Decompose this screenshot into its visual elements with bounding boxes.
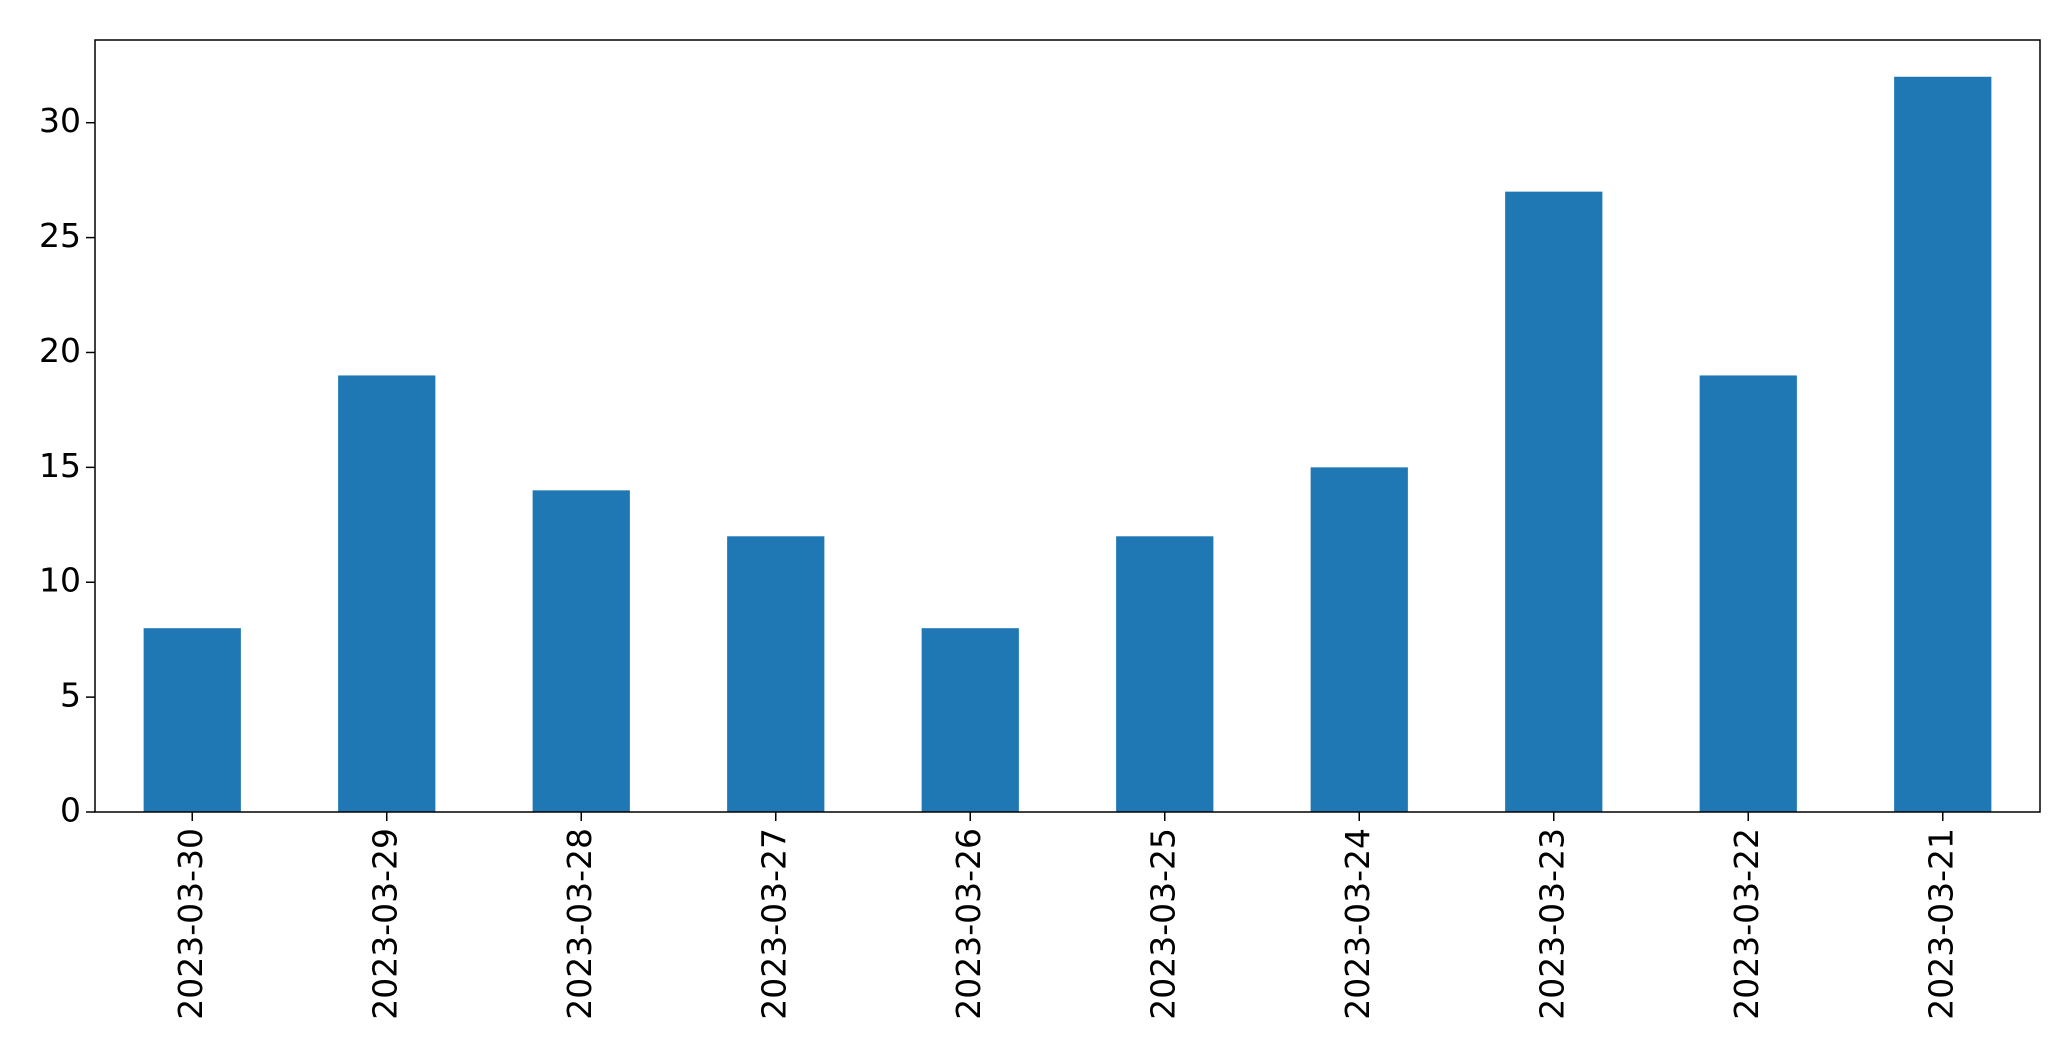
bar-2023-03-21 <box>1894 76 1992 812</box>
bar-2023-03-22 <box>1699 375 1797 812</box>
x-tick-label: 2023-03-26 <box>949 828 988 1020</box>
bar-2023-03-25 <box>1116 536 1214 812</box>
plot-frame <box>94 39 2041 813</box>
x-tick-label: 2023-03-23 <box>1532 828 1571 1020</box>
x-tick-label: 2023-03-22 <box>1727 828 1766 1020</box>
y-tick-label: 20 <box>39 331 81 370</box>
bar-2023-03-24 <box>1310 467 1408 812</box>
bar-2023-03-30 <box>143 628 241 812</box>
bars-layer <box>143 76 1992 813</box>
x-tick-label: 2023-03-28 <box>560 828 599 1020</box>
y-tick-label: 5 <box>60 676 81 715</box>
y-tick-label: 0 <box>60 791 81 830</box>
x-tick-label: 2023-03-29 <box>365 828 404 1020</box>
y-tick-label: 10 <box>39 561 81 600</box>
x-axis: 2023-03-30 2023-03-29 2023-03-28 2023-03-27… <box>171 812 1960 1020</box>
x-tick-label: 2023-03-25 <box>1143 828 1182 1020</box>
x-tick-label: 2023-03-27 <box>754 828 793 1020</box>
x-tick-label: 2023-03-30 <box>171 828 210 1020</box>
bar-2023-03-28 <box>532 490 630 812</box>
bar-2023-03-27 <box>727 536 825 812</box>
y-axis: 0 5 10 15 20 25 30 <box>39 101 95 830</box>
bar-2023-03-26 <box>921 628 1019 812</box>
x-tick-label: 2023-03-21 <box>1921 828 1960 1020</box>
y-tick-label: 30 <box>39 101 81 140</box>
y-tick-label: 15 <box>39 446 81 485</box>
y-tick-label: 25 <box>39 216 81 255</box>
bar-2023-03-23 <box>1505 191 1603 813</box>
x-tick-label: 2023-03-24 <box>1338 828 1377 1020</box>
bar-2023-03-29 <box>338 375 436 812</box>
